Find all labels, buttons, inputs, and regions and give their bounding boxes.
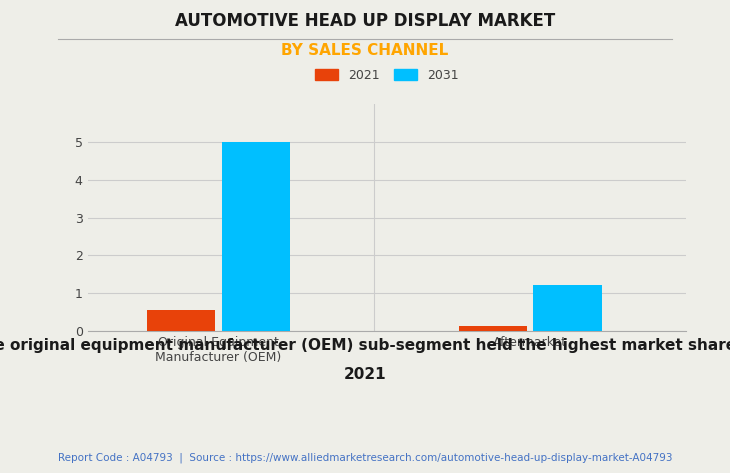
Legend: 2021, 2031: 2021, 2031 xyxy=(312,65,462,86)
Text: The original equipment manufacturer (OEM) sub-segment held the highest market sh: The original equipment manufacturer (OEM… xyxy=(0,338,730,353)
Bar xyxy=(147,310,215,331)
Text: AUTOMOTIVE HEAD UP DISPLAY MARKET: AUTOMOTIVE HEAD UP DISPLAY MARKET xyxy=(175,12,555,30)
Text: 2021: 2021 xyxy=(344,367,386,382)
Bar xyxy=(222,142,291,331)
Bar xyxy=(458,326,527,331)
Bar xyxy=(534,285,602,331)
Text: BY SALES CHANNEL: BY SALES CHANNEL xyxy=(281,43,449,58)
Text: Report Code : A04793  |  Source : https://www.alliedmarketresearch.com/automotiv: Report Code : A04793 | Source : https://… xyxy=(58,452,672,463)
